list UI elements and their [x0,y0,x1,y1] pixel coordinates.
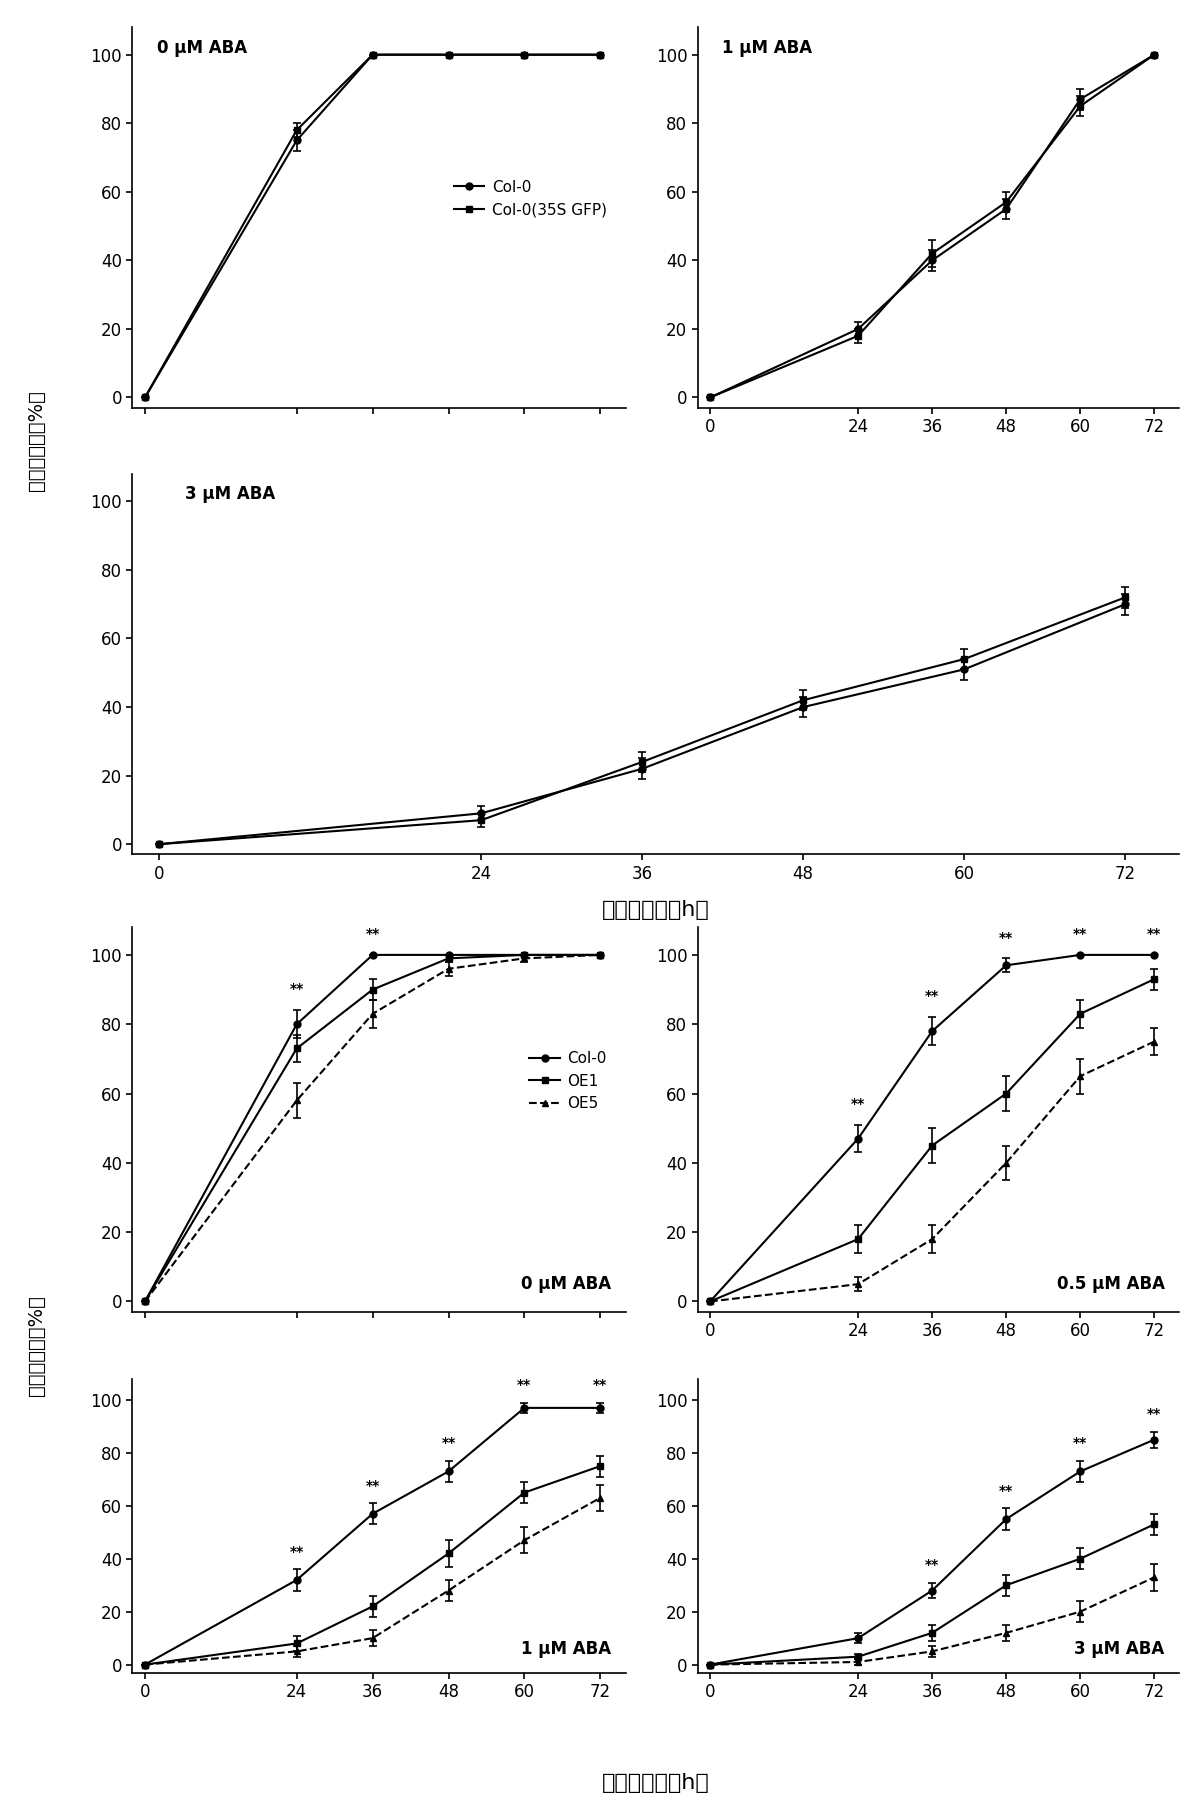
Legend: Col-0, OE1, OE5: Col-0, OE1, OE5 [523,1045,614,1118]
Text: 0 μM ABA: 0 μM ABA [158,38,247,56]
Text: **: ** [998,931,1013,945]
Text: 3 μM ABA: 3 μM ABA [185,485,275,504]
Text: **: ** [1148,927,1161,942]
Text: **: ** [517,1378,532,1393]
Text: **: ** [290,1545,304,1558]
Text: **: ** [851,1096,865,1111]
Text: 1 μM ABA: 1 μM ABA [521,1640,611,1658]
Text: 0 μM ABA: 0 μM ABA [521,1274,611,1293]
Text: **: ** [925,1558,940,1573]
Text: **: ** [366,1478,380,1493]
Text: **: ** [593,1378,608,1393]
Text: 层积后时间（h）: 层积后时间（h） [602,1773,710,1793]
Text: **: ** [442,1436,456,1451]
Text: **: ** [998,1483,1013,1498]
Text: **: ** [1073,1436,1088,1451]
Text: **: ** [290,982,304,996]
Text: 3 μM ABA: 3 μM ABA [1074,1640,1165,1658]
Legend: Col-0, Col-0(35S GFP): Col-0, Col-0(35S GFP) [448,173,614,224]
Text: **: ** [1148,1407,1161,1422]
Text: **: ** [1073,927,1088,942]
Text: 1 μM ABA: 1 μM ABA [722,38,812,56]
Text: 层积后时间（h）: 层积后时间（h） [602,900,710,920]
Text: 种子萌发率（%）: 种子萌发率（%） [26,391,46,491]
Text: 种子萌发率（%）: 种子萌发率（%） [26,1294,46,1396]
Text: **: ** [366,927,380,942]
Text: 0.5 μM ABA: 0.5 μM ABA [1056,1274,1165,1293]
Text: **: ** [925,989,940,1004]
